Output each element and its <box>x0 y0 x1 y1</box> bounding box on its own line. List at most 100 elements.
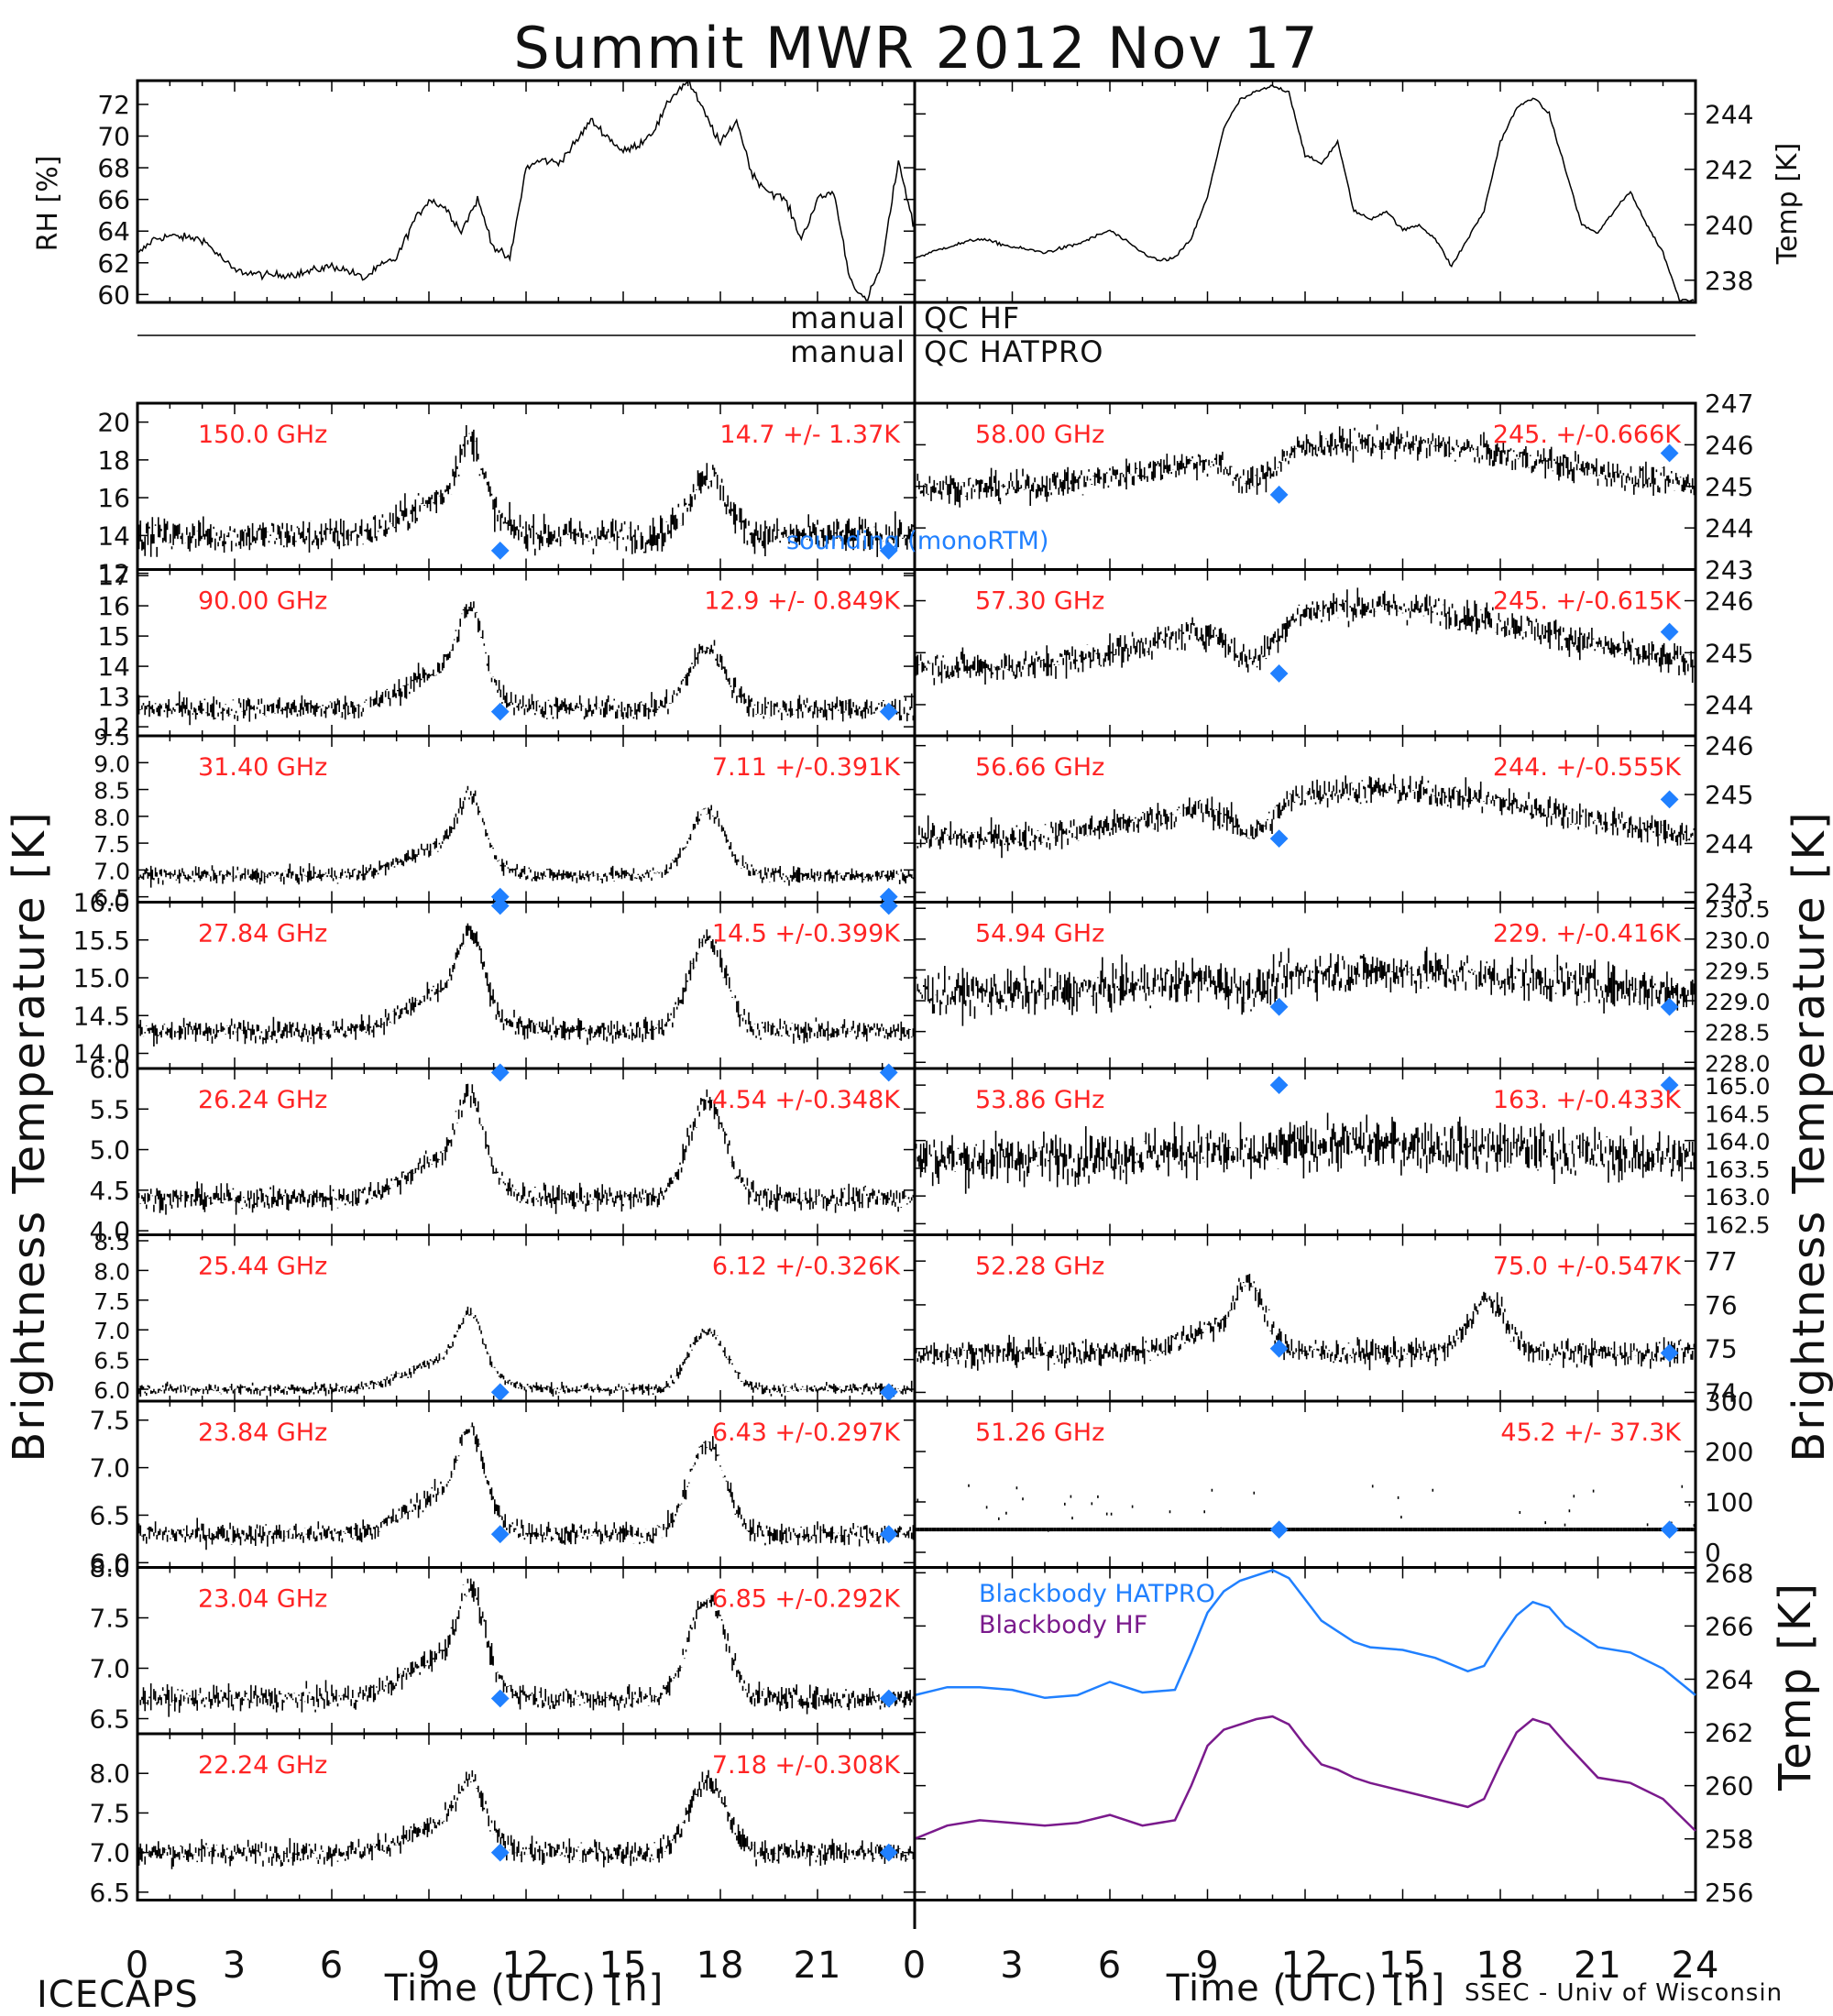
y-tick-label: 8.0 <box>89 1759 130 1789</box>
y-tick-label: 16.0 <box>73 888 130 918</box>
x-tick-label: 21 <box>1574 1945 1622 1987</box>
y-tick-label: 164.0 <box>1705 1129 1771 1156</box>
channel-frequency-label: 150.0 GHz <box>198 421 327 449</box>
y-tick-label: 66 <box>97 185 130 215</box>
channel-stats-label: 229. +/-0.416K <box>1493 920 1682 948</box>
channel-frequency-label: 51.26 GHz <box>975 1419 1104 1447</box>
channel-stats-label: 45.2 +/- 37.3K <box>1500 1419 1682 1447</box>
channel-stats-label: 245. +/-0.615K <box>1493 587 1682 616</box>
y-tick-label: 7.5 <box>89 1798 130 1828</box>
y-tick-label: 165.0 <box>1705 1073 1771 1100</box>
sounding-marker <box>1269 1339 1289 1358</box>
y-tick-label: 264 <box>1705 1664 1753 1694</box>
y-tick-label: 18 <box>97 445 130 476</box>
y-tick-label: 245 <box>1705 780 1753 810</box>
blackbody-hatpro-line <box>914 1569 1696 1700</box>
x-tick-label: 18 <box>1476 1945 1525 1987</box>
y-tick-label: 162.5 <box>1705 1211 1771 1238</box>
y-tick-label: 75 <box>1705 1334 1738 1364</box>
channel-signal <box>914 1484 1696 1532</box>
sounding-marker <box>1660 997 1679 1016</box>
qc-hatpro-manual-label: manual <box>790 334 906 369</box>
channel-frequency-label: 23.84 GHz <box>198 1419 327 1447</box>
y-tick-label: 9.5 <box>93 724 130 751</box>
left-ylabel: Brightness Temperature [K] <box>4 810 55 1462</box>
y-tick-label: 15 <box>97 621 130 652</box>
channel-stats-label: 244. +/-0.555K <box>1493 753 1682 782</box>
x-tick-label: 0 <box>903 1945 927 1987</box>
channel-stats-label: 7.11 +/-0.391K <box>712 753 901 782</box>
y-tick-label: 266 <box>1705 1611 1753 1641</box>
channel-stats-label: 7.18 +/-0.308K <box>712 1751 901 1780</box>
sounding-marker <box>490 1843 510 1862</box>
x-tick-label: 6 <box>320 1945 344 1987</box>
channel-signal <box>914 773 1696 859</box>
x-tick-label: 9 <box>1195 1945 1219 1987</box>
y-tick-label: 243 <box>1705 555 1753 586</box>
channel-frequency-label: 57.30 GHz <box>975 587 1104 616</box>
channel-frequency-label: 58.00 GHz <box>975 421 1104 449</box>
y-tick-label: 6.0 <box>89 1054 130 1084</box>
y-tick-label: 15.5 <box>73 926 130 956</box>
channel-signal <box>137 923 916 1046</box>
temp-series-line <box>914 84 1695 302</box>
x-tick-label: 15 <box>599 1945 648 1987</box>
qc-hf-manual-label: manual <box>790 301 906 335</box>
channel-signal <box>137 785 916 888</box>
y-tick-label: 244 <box>1705 690 1753 720</box>
y-tick-label: 6.5 <box>89 1878 130 1908</box>
y-tick-label: 12 <box>97 559 130 589</box>
y-tick-label: 20 <box>97 408 130 438</box>
channel-frequency-label: 90.00 GHz <box>198 587 327 616</box>
temp-ylabel: Temp [K] <box>1772 143 1804 266</box>
y-tick-label: 4.5 <box>89 1176 130 1206</box>
y-tick-label: 7.5 <box>89 1406 130 1436</box>
y-tick-label: 7.5 <box>93 1288 130 1315</box>
sounding-marker <box>1660 444 1679 463</box>
x-tick-label: 6 <box>1098 1945 1122 1987</box>
sounding-marker <box>490 702 510 721</box>
channel-signal <box>914 947 1696 1026</box>
sounding-marker <box>490 1689 510 1708</box>
sounding-marker <box>490 541 510 560</box>
x-tick-label: 21 <box>794 1945 842 1987</box>
rh-series-line <box>137 81 914 301</box>
sounding-marker <box>1269 485 1289 504</box>
y-tick-label: 229.0 <box>1705 989 1771 1015</box>
y-tick-label: 246 <box>1705 430 1753 460</box>
x-tick-label: 3 <box>223 1945 247 1987</box>
y-tick-label: 6.5 <box>93 885 130 912</box>
sounding-marker <box>1660 790 1679 809</box>
y-tick-label: 7.0 <box>89 1453 130 1484</box>
sounding-marker <box>1269 664 1289 683</box>
y-tick-label: 228.0 <box>1705 1050 1771 1077</box>
channel-stats-label: 6.85 +/-0.292K <box>712 1585 901 1614</box>
y-tick-label: 300 <box>1705 1386 1753 1417</box>
channel-stats-label: 14.7 +/- 1.37K <box>719 421 901 449</box>
footer-right: SSEC - Univ of Wisconsin <box>1465 1979 1783 2007</box>
y-tick-label: 7.5 <box>89 1604 130 1634</box>
y-tick-label: 14 <box>97 652 130 682</box>
channel-frequency-label: 23.04 GHz <box>198 1585 327 1614</box>
xlabel-left: Time (UTC) [h] <box>384 1967 664 2010</box>
sounding-marker <box>490 1063 510 1082</box>
y-tick-label: 8.0 <box>89 1553 130 1583</box>
y-tick-label: 240 <box>1705 210 1753 240</box>
y-tick-label: 245 <box>1705 638 1753 668</box>
y-tick-label: 230.0 <box>1705 927 1771 954</box>
right-ylabel: Brightness Temperature [K] <box>1784 810 1833 1462</box>
channel-stats-label: 245. +/-0.666K <box>1493 421 1682 449</box>
sounding-marker <box>879 1689 898 1708</box>
y-tick-label: 8.0 <box>93 805 130 831</box>
y-tick-label: 5.5 <box>89 1094 130 1124</box>
sounding-marker <box>490 1525 510 1544</box>
y-tick-label: 200 <box>1705 1437 1753 1467</box>
y-tick-label: 5.0 <box>89 1135 130 1166</box>
channel-stats-label: 12.9 +/- 0.849K <box>704 587 901 616</box>
y-tick-label: 163.0 <box>1705 1184 1771 1211</box>
channel-frequency-label: 52.28 GHz <box>975 1253 1104 1281</box>
channel-frequency-label: 22.24 GHz <box>198 1751 327 1780</box>
qc-hf-label: QC HF <box>924 301 1020 335</box>
sounding-marker <box>879 1843 898 1862</box>
